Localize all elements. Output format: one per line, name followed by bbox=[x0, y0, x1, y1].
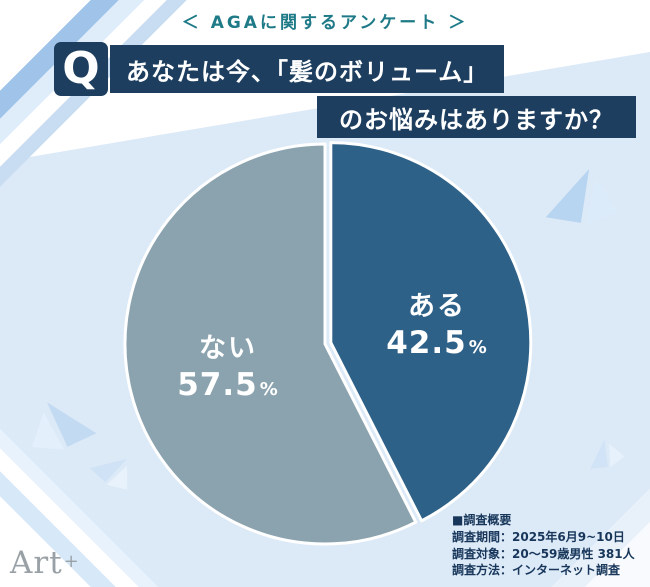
pie-svg bbox=[123, 141, 533, 546]
paper-plane-icon bbox=[90, 458, 128, 490]
paper-plane-icon bbox=[31, 402, 97, 450]
logo-text: Art bbox=[10, 545, 63, 581]
artplus-logo: Art+ bbox=[10, 545, 80, 581]
survey-target: 調査対象：20～59歳男性 381人 bbox=[452, 546, 635, 561]
survey-method: 調査方法：インターネット調査 bbox=[452, 563, 621, 578]
survey-overview-title: ■調査概要 bbox=[452, 513, 512, 527]
q-badge: Q bbox=[54, 42, 108, 96]
paper-plane-icon bbox=[545, 169, 619, 225]
question-text-2: のお悩みはありますか？ bbox=[317, 96, 636, 138]
survey-tag: ＜ AGAに関するアンケート ＞ bbox=[181, 13, 469, 33]
logo-plus: + bbox=[63, 551, 80, 572]
pie-chart bbox=[115, 134, 535, 554]
paper-plane-icon bbox=[590, 439, 625, 469]
survey-period: 調査期間：2025年6月9~10日 bbox=[452, 529, 625, 544]
question-text-1: あなたは今、「髪のボリューム」 bbox=[110, 45, 505, 93]
question-line-1: Q あなたは今、「髪のボリューム」 bbox=[54, 42, 505, 96]
survey-overview: ■調査概要 調査期間：2025年6月9~10日 調査対象：20～59歳男性 38… bbox=[452, 512, 635, 579]
